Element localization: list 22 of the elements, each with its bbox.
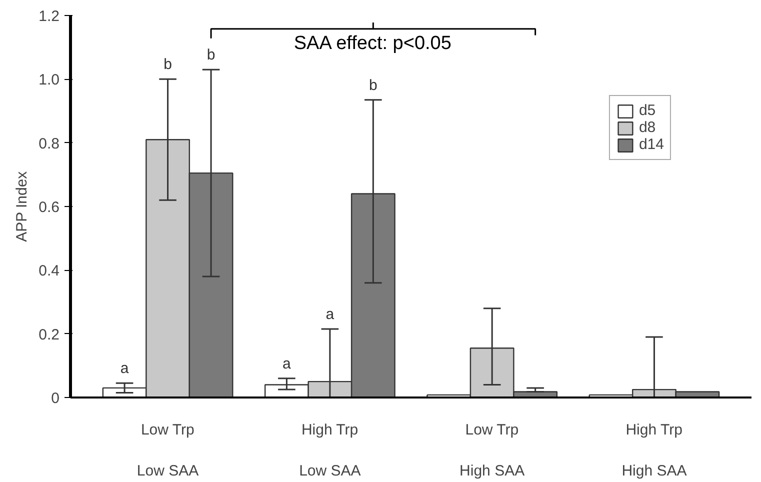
annotation: SAA effect: p<0.05 (294, 32, 452, 54)
y-tick-label: 1.0 (38, 72, 60, 89)
y-tick-label: 0.2 (38, 326, 60, 344)
y-tick-label: 0.8 (38, 135, 60, 152)
category-label: Low Trp Low SAA (136, 422, 199, 480)
legend-label: d14 (638, 136, 664, 153)
y-tick-label: 0.6 (38, 199, 60, 216)
y-tick-label: 0 (51, 390, 60, 407)
y-axis-title: APP Index (14, 170, 31, 242)
legend-label: d8 (638, 119, 657, 136)
annotation: a (120, 360, 130, 378)
y-tick-label: 1.2 (38, 8, 60, 25)
annotation: b (206, 46, 216, 64)
legend-label: d5 (638, 102, 657, 119)
category-label: High Trp Low SAA (299, 422, 361, 480)
annotation: a (326, 306, 335, 324)
category-label: Low Trp High SAA (460, 422, 525, 480)
annotation: b (368, 76, 378, 94)
annotation: b (164, 56, 172, 74)
category-label: High Trp High SAA (622, 422, 687, 480)
annotation: a (282, 355, 292, 372)
y-tick-label: 0.4 (38, 262, 60, 280)
